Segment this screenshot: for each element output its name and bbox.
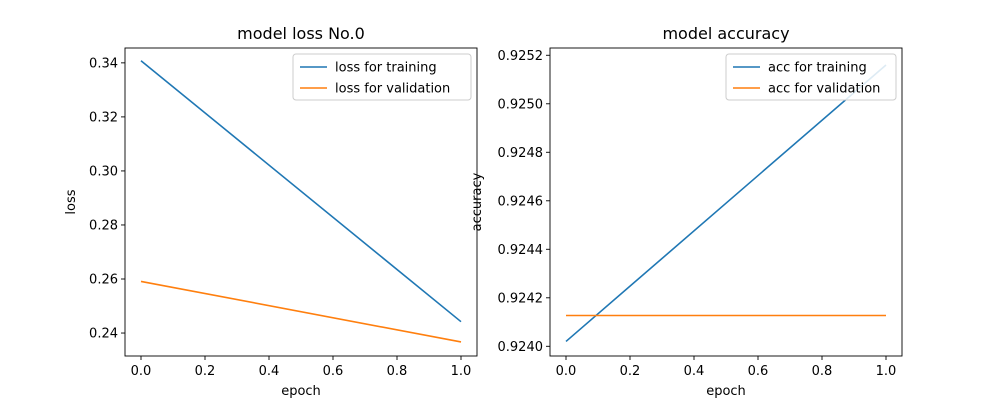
loss-x-tick-label: 0.2 <box>195 364 216 379</box>
loss-x-tick-label: 1.0 <box>451 364 472 379</box>
loss-chart-title: model loss No.0 <box>237 24 365 43</box>
accuracy-x-tick-label: 0.6 <box>748 364 769 379</box>
accuracy-x-tick-label: 0.2 <box>620 364 641 379</box>
loss-chart: model loss No.0 0.0 0.2 0.4 0.6 0.8 1.0 0.24 0.2… <box>64 24 478 399</box>
loss-legend-entry-1: loss for validation <box>335 82 450 97</box>
accuracy-x-axis-label: epoch <box>706 384 746 399</box>
accuracy-y-tick-label: 0.9252 <box>498 49 544 64</box>
accuracy-series-line-0 <box>565 64 887 343</box>
loss-x-tick-label: 0.0 <box>131 364 152 379</box>
loss-legend-entry-0: loss for training <box>335 61 437 76</box>
accuracy-chart: model accuracy 0.0 0.2 0.4 0.6 0.8 1.0 0.9240 0.… <box>470 24 903 399</box>
loss-y-tick-label: 0.28 <box>89 218 118 233</box>
loss-y-tick-label: 0.24 <box>89 327 118 342</box>
loss-legend-box <box>292 53 472 101</box>
accuracy-y-tick-label: 0.9240 <box>498 340 544 355</box>
accuracy-y-tick-label: 0.9242 <box>498 291 544 306</box>
accuracy-y-tick-label: 0.9250 <box>498 97 544 112</box>
loss-y-tick-label: 0.26 <box>89 273 118 288</box>
accuracy-x-tick-label: 1.0 <box>876 364 897 379</box>
loss-series-line-1 <box>140 280 462 343</box>
loss-y-tick-label: 0.32 <box>89 110 118 125</box>
accuracy-x-tick-label: 0.0 <box>556 364 577 379</box>
accuracy-legend-entry-1: acc for validation <box>768 82 880 97</box>
loss-y-tick-label: 0.34 <box>89 56 118 71</box>
loss-x-tick-label: 0.6 <box>323 364 344 379</box>
loss-legend: loss for training loss for validation <box>292 53 472 101</box>
accuracy-legend-entry-0: acc for training <box>768 61 867 76</box>
accuracy-x-tick-label: 0.4 <box>684 364 705 379</box>
accuracy-legend-box <box>725 53 897 101</box>
accuracy-y-tick-label: 0.9246 <box>498 194 544 209</box>
loss-series-line-0 <box>140 60 462 323</box>
loss-x-tick-label: 0.8 <box>387 364 408 379</box>
accuracy-y-tick-label: 0.9248 <box>498 146 544 161</box>
accuracy-chart-title: model accuracy <box>662 24 789 43</box>
accuracy-plot-frame <box>549 47 903 357</box>
loss-y-axis-label: loss <box>64 189 79 214</box>
accuracy-x-tick-label: 0.8 <box>812 364 833 379</box>
accuracy-legend: acc for training acc for validation <box>725 53 897 101</box>
loss-x-axis-label: epoch <box>281 384 321 399</box>
loss-x-tick-label: 0.4 <box>259 364 280 379</box>
accuracy-y-axis-label: accuracy <box>470 172 485 231</box>
loss-plot-frame <box>124 47 478 357</box>
accuracy-y-tick-label: 0.9244 <box>498 243 544 258</box>
loss-y-tick-label: 0.30 <box>89 164 118 179</box>
